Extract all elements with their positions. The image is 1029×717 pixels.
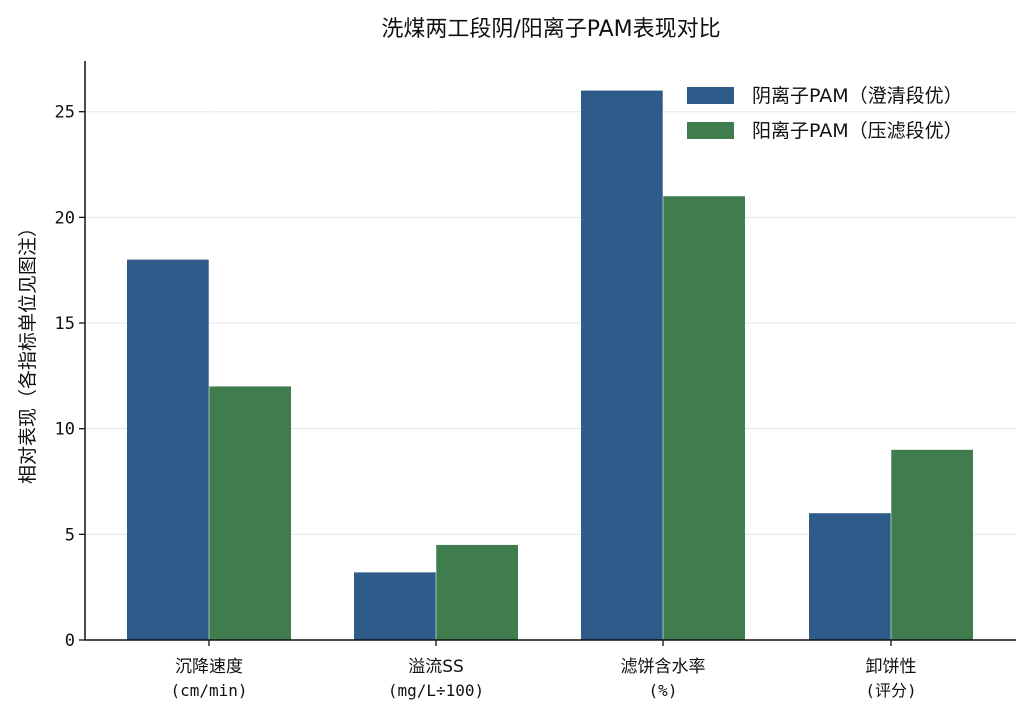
axes — [84, 61, 1016, 641]
bar-series-2-4 — [891, 449, 973, 640]
legend-label-2: 阳离子PAM（压滤段优） — [752, 120, 963, 142]
x-tick-unit-label: (评分) — [865, 681, 916, 700]
y-tick-label: 10 — [55, 420, 75, 440]
x-tick-label: 卸饼性 — [866, 657, 917, 677]
y-axis-label: 相对表现（各指标单位见图注） — [17, 218, 39, 484]
legend: 阴离子PAM（澄清段优） 阳离子PAM（压滤段优） — [687, 85, 963, 142]
y-tick-label: 20 — [55, 208, 75, 228]
y-tick-label: 25 — [55, 103, 75, 123]
x-ticks: 沉降速度 (cm/min) 溢流SS (mg/L÷100) 滤饼含水率 (%) 卸饼性 (评分… — [170, 640, 917, 700]
x-tick-label: 沉降速度 — [175, 657, 243, 677]
x-tick-label: 溢流SS — [408, 657, 464, 677]
bar-series-2-1 — [209, 386, 291, 640]
bar-series-2-3 — [663, 196, 745, 640]
legend-swatch-2 — [687, 122, 734, 139]
legend-label-1: 阴离子PAM（澄清段优） — [752, 85, 963, 107]
bar-series-1-2 — [354, 572, 436, 640]
y-tick-label: 0 — [65, 631, 75, 651]
x-grid-lines — [208, 61, 892, 640]
bar-series-2-2 — [436, 544, 518, 640]
y-ticks: 0 5 10 15 20 25 — [55, 103, 85, 651]
x-tick-unit-label: (%) — [649, 681, 678, 700]
legend-swatch-1 — [687, 87, 734, 104]
bar-series-1-4 — [809, 513, 891, 640]
bar-series-1-1 — [127, 259, 209, 640]
bar-series-1-3 — [581, 90, 663, 641]
bars — [127, 90, 973, 641]
x-tick-unit-label: (mg/L÷100) — [388, 681, 484, 700]
chart-title: 洗煤两工段阴/阳离子PAM表现对比 — [381, 17, 720, 42]
x-tick-unit-label: (cm/min) — [170, 681, 247, 700]
y-tick-label: 15 — [55, 314, 75, 334]
y-tick-label: 5 — [65, 525, 75, 545]
x-tick-label: 滤饼含水率 — [621, 657, 706, 677]
